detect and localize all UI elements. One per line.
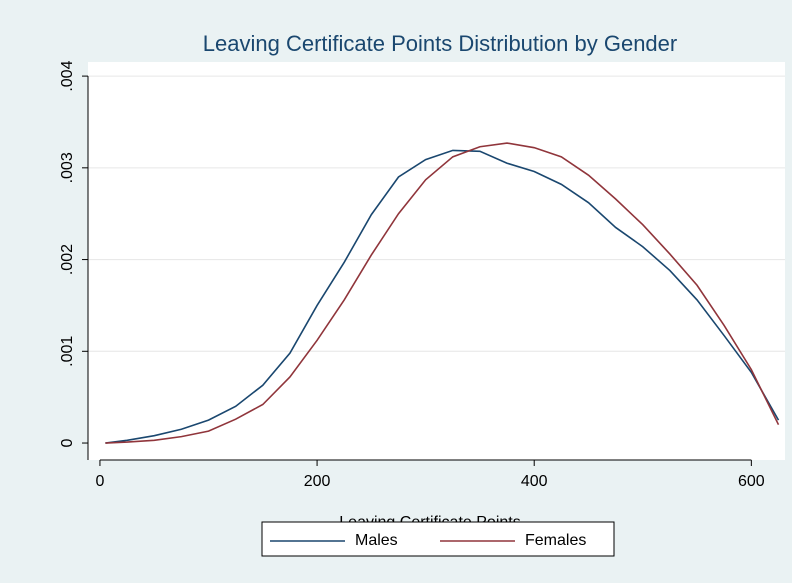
series-line bbox=[105, 142, 780, 444]
y-tick-label: 0 bbox=[59, 438, 76, 447]
chart-title: Leaving Certificate Points Distribution … bbox=[203, 31, 677, 56]
y-tick-label: .004 bbox=[59, 60, 76, 91]
legend bbox=[261, 521, 615, 557]
y-tick-label: .001 bbox=[59, 336, 76, 367]
x-tick-label: 600 bbox=[738, 473, 765, 490]
x-tick-label: 200 bbox=[304, 473, 331, 490]
y-tick-label: .003 bbox=[59, 152, 76, 183]
legend-label: Males bbox=[355, 532, 398, 549]
plot-area bbox=[88, 62, 785, 460]
legend-label: Females bbox=[525, 532, 586, 549]
series-line bbox=[105, 149, 780, 444]
x-tick-label: 0 bbox=[95, 473, 104, 490]
x-tick-label: 400 bbox=[521, 473, 548, 490]
y-tick-label: .002 bbox=[59, 244, 76, 275]
